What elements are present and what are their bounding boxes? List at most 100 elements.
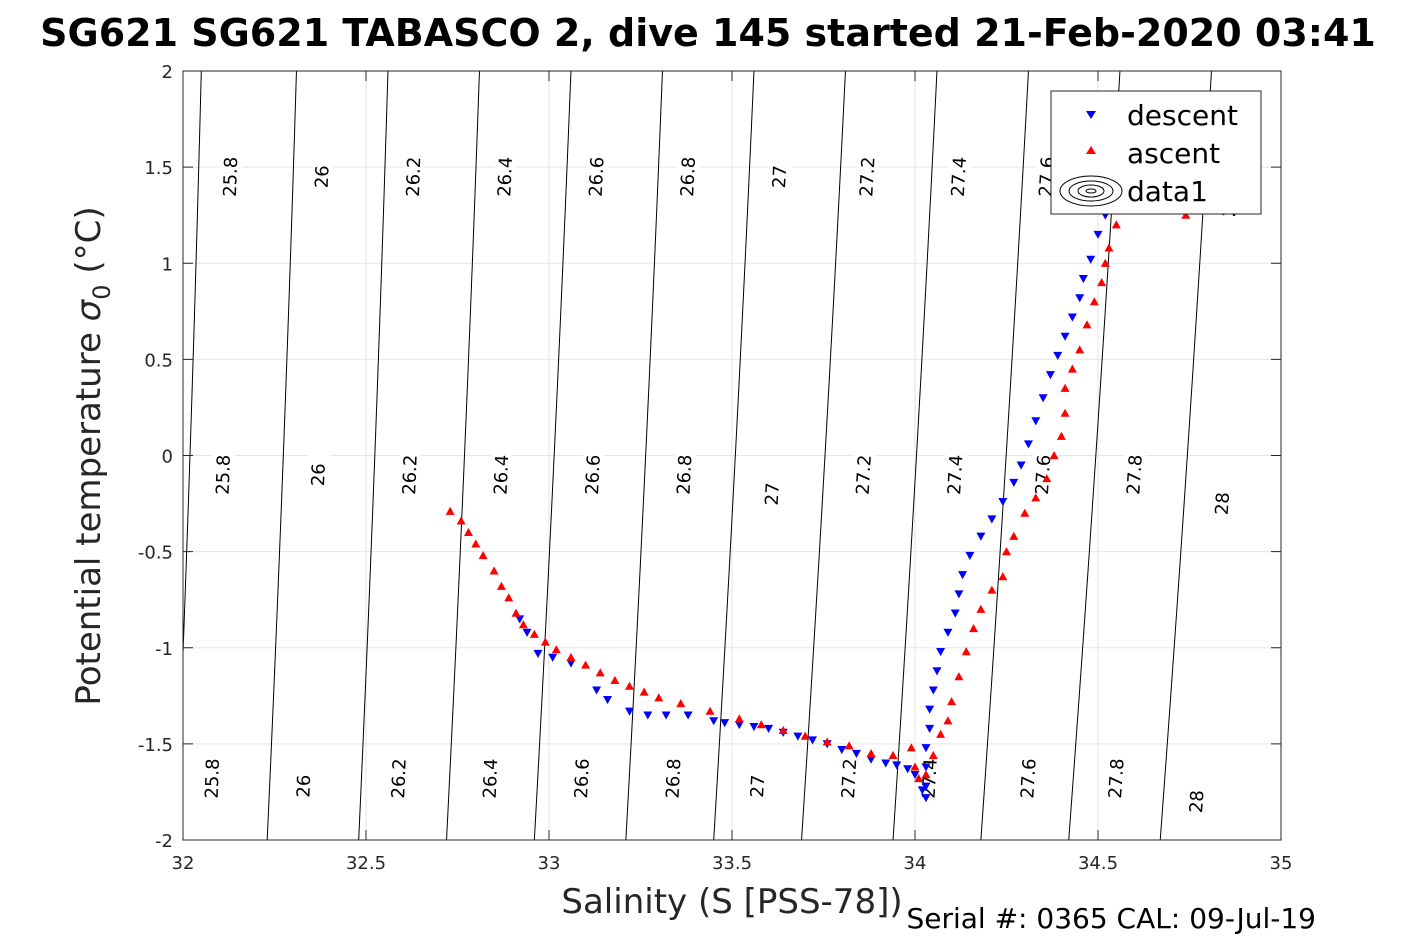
ascent-point xyxy=(947,697,957,706)
ascent-point xyxy=(1056,431,1066,440)
ascent-point xyxy=(844,741,854,750)
descent-point xyxy=(603,696,613,705)
y-tick-label: 2 xyxy=(162,62,173,83)
descent-point xyxy=(925,724,935,733)
isopycnal-label: 26.8 xyxy=(673,454,696,495)
y-tick-label: 1.5 xyxy=(144,158,173,179)
ascent-point xyxy=(1075,345,1085,354)
isopycnal-label-mask xyxy=(398,454,422,496)
isopycnal-line xyxy=(625,71,663,840)
ascent-point xyxy=(1067,364,1077,373)
descent-point xyxy=(1031,417,1041,426)
descent-point xyxy=(976,532,986,541)
axis-ticks: 32 32.5 33 33.5 34 34.5 35 -2 -1.5 -1 -0.5 0 0.5 1 1.5… xyxy=(138,62,1293,874)
ascent-point xyxy=(518,620,528,629)
y-tick-label: 0.5 xyxy=(144,350,173,371)
ascent-point xyxy=(1111,220,1121,229)
descent-point xyxy=(592,686,602,695)
descent-point xyxy=(954,590,964,599)
descent-point xyxy=(925,705,935,714)
descent-point xyxy=(625,707,635,716)
isopycnal-label-mask xyxy=(401,156,426,198)
isopycnal-label: 28 xyxy=(1212,491,1234,515)
isopycnal-label: 27.8 xyxy=(1123,454,1147,495)
y-axis-label: Potential temperature σ0 (°C) xyxy=(69,206,116,705)
isopycnal-label-mask xyxy=(306,454,331,496)
legend-data1-label: data1 xyxy=(1127,175,1208,208)
ascent-point xyxy=(478,550,488,560)
ascent-point xyxy=(943,716,953,725)
isopycnal-label-mask xyxy=(851,454,876,496)
isopycnal-label: 27.4 xyxy=(944,454,967,495)
isopycnal-label-mask xyxy=(661,757,686,799)
ascent-point xyxy=(471,539,481,548)
x-tick-label: 33.5 xyxy=(712,853,752,874)
ascent-point xyxy=(906,743,916,752)
isopycnal-label: 26.2 xyxy=(399,454,422,495)
isopycnal-label: 26.6 xyxy=(586,156,609,197)
isopycnal-label-mask xyxy=(493,156,517,198)
ascent-point xyxy=(1060,383,1070,392)
ascent-point xyxy=(910,762,920,771)
descent-point xyxy=(643,711,653,720)
ascent-point xyxy=(445,506,455,515)
ascent-point xyxy=(511,608,521,617)
ascent-point xyxy=(581,660,591,669)
ascent-point xyxy=(1082,320,1092,329)
ascent-point xyxy=(1089,297,1099,306)
isopycnal-label-mask xyxy=(1184,780,1210,823)
descent-point xyxy=(851,749,861,758)
isopycnal-label-mask xyxy=(211,454,235,496)
isopycnal-label-mask xyxy=(767,156,792,198)
y-tick-label: -0.5 xyxy=(138,543,173,564)
isopycnal-label: 26.6 xyxy=(571,758,594,799)
isopycnal-line xyxy=(801,71,846,840)
ascent-point xyxy=(976,604,986,613)
ascent-point xyxy=(1031,493,1041,502)
isopycnal-label-mask xyxy=(1016,757,1041,800)
descent-point xyxy=(928,686,938,695)
isopycnal-label: 26.8 xyxy=(662,758,685,799)
ascent-point xyxy=(540,637,550,646)
descent-point xyxy=(1075,294,1085,303)
isopycnal-label-mask xyxy=(200,758,224,799)
isopycnal-line xyxy=(892,71,938,840)
descent-point xyxy=(958,571,968,580)
descent-point xyxy=(1009,478,1019,487)
ascent-point xyxy=(1020,508,1030,517)
isopycnal-label-mask xyxy=(1210,482,1235,525)
ascent-point xyxy=(961,647,971,656)
ascent-point xyxy=(566,652,576,661)
ascent-point xyxy=(610,675,620,685)
descent-point xyxy=(764,724,774,733)
descent-point xyxy=(881,759,891,768)
isopycnal-label: 26.4 xyxy=(491,454,514,495)
descent-point xyxy=(1038,394,1048,403)
descent-point xyxy=(1093,230,1103,239)
ascent-point xyxy=(888,750,898,760)
legend-data1-contour-icon xyxy=(1059,175,1123,207)
isopycnal-label-mask xyxy=(676,156,701,198)
isopycnal-label-mask xyxy=(387,758,411,799)
ascent-point xyxy=(1049,451,1059,460)
descent-point xyxy=(548,653,558,662)
descent-point xyxy=(936,647,946,657)
descent-point xyxy=(1016,461,1026,470)
ascent-point xyxy=(639,687,649,696)
descent-point xyxy=(1053,351,1063,361)
descent-point xyxy=(1078,275,1088,284)
ascent-point xyxy=(1042,474,1052,483)
legend-ascent-marker xyxy=(1086,146,1096,154)
ascent-point xyxy=(504,593,514,602)
isopycnal-label: 27.4 xyxy=(948,156,971,197)
descent-point xyxy=(932,667,942,676)
ascent-point xyxy=(625,681,635,690)
isopycnal-line xyxy=(713,71,755,840)
isopycnal-label-mask xyxy=(218,156,243,198)
ascent-point xyxy=(489,566,499,575)
descent-point xyxy=(749,722,759,732)
ascent-point xyxy=(800,731,810,740)
ascent-point xyxy=(529,629,539,638)
ascent-point xyxy=(654,693,664,702)
isopycnal-label: 25.8 xyxy=(213,454,235,495)
